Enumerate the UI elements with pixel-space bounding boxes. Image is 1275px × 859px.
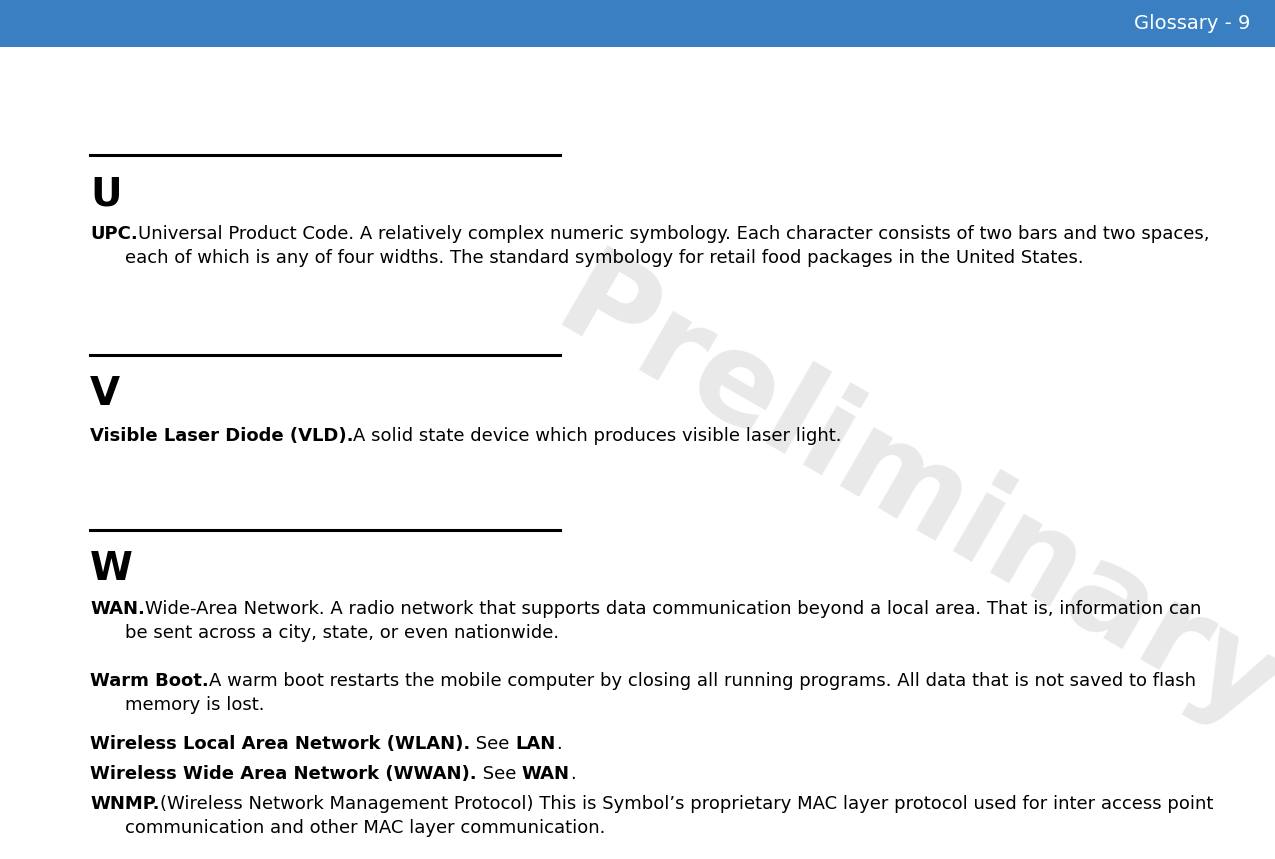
Text: V: V (91, 375, 120, 413)
Text: WAN.: WAN. (91, 600, 145, 618)
Text: (Wireless Network Management Protocol) This is Symbol’s proprietary MAC layer pr: (Wireless Network Management Protocol) T… (159, 795, 1213, 813)
Text: WAN: WAN (521, 765, 570, 783)
Text: Wireless Local Area Network (WLAN).: Wireless Local Area Network (WLAN). (91, 735, 470, 753)
Text: W: W (91, 550, 133, 588)
Text: Wide-Area Network. A radio network that supports data communication beyond a loc: Wide-Area Network. A radio network that … (145, 600, 1201, 618)
Text: WNMP.: WNMP. (91, 795, 159, 813)
Text: be sent across a city, state, or even nationwide.: be sent across a city, state, or even na… (125, 624, 560, 643)
Text: LAN: LAN (515, 735, 556, 753)
Text: A solid state device which produces visible laser light.: A solid state device which produces visi… (353, 427, 842, 445)
Text: Wireless Wide Area Network (WWAN).: Wireless Wide Area Network (WWAN). (91, 765, 477, 783)
Text: Glossary - 9: Glossary - 9 (1133, 14, 1249, 33)
Bar (0, 0, 1275, 47)
Text: .: . (570, 765, 575, 783)
Text: Visible Laser Diode (VLD).: Visible Laser Diode (VLD). (91, 427, 353, 445)
Text: Preliminary: Preliminary (536, 242, 1275, 754)
Text: A warm boot restarts the mobile computer by closing all running programs. All da: A warm boot restarts the mobile computer… (209, 672, 1196, 690)
Text: each of which is any of four widths. The standard symbology for retail food pack: each of which is any of four widths. The… (125, 249, 1084, 267)
Text: U: U (91, 175, 121, 213)
Text: .: . (556, 735, 561, 753)
Text: memory is lost.: memory is lost. (125, 697, 264, 715)
Text: communication and other MAC layer communication.: communication and other MAC layer commun… (125, 819, 606, 838)
Text: See: See (477, 765, 521, 783)
Text: Warm Boot.: Warm Boot. (91, 672, 209, 690)
Text: See: See (470, 735, 515, 753)
Text: UPC.: UPC. (91, 225, 138, 243)
Text: Universal Product Code. A relatively complex numeric symbology. Each character c: Universal Product Code. A relatively com… (138, 225, 1209, 243)
